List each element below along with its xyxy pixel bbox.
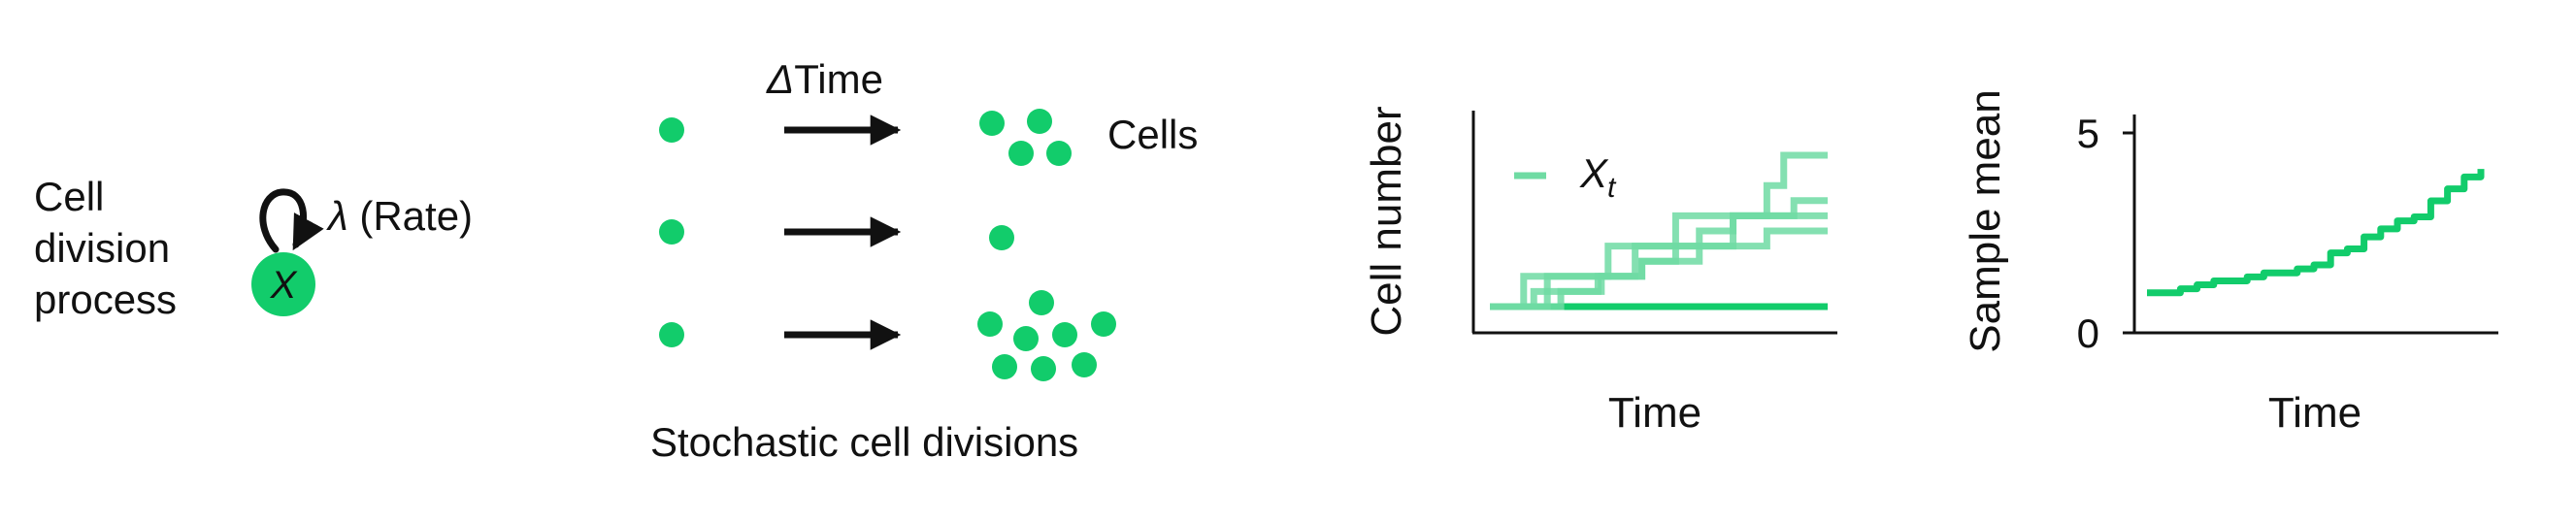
chart1-legend-label: Xt [1579,150,1617,204]
end-cell-row-2-1 [989,225,1014,250]
chart2-y-tick-label-5: 5 [2077,111,2099,156]
cells-label: Cells [1107,112,1198,157]
end-cell-row-3-7 [1031,356,1056,381]
process-node [251,252,315,316]
chart1-legend-subscript: t [1607,172,1617,204]
sample-mean-chart: 5 0 Sample mean Time [1962,89,2498,437]
end-cell-row-1-4 [1046,141,1072,166]
end-cell-row-3-4 [1013,326,1039,351]
chart2-x-label: Time [2268,389,2361,437]
rate-label: λ (Rate) [326,193,473,239]
delta-time-label: ΔTime [766,56,883,102]
process-label-line-1: Cell [34,174,104,219]
end-cell-row-1-2 [1027,109,1052,134]
end-cell-row-3-1 [1029,290,1054,315]
delta-symbol: Δ [766,56,794,102]
end-cell-row-1-1 [979,111,1005,136]
rate-symbol: λ [326,193,348,239]
chart1-y-label: Cell number [1363,106,1410,336]
chart1-series-4 [1490,197,1828,311]
cell-number-chart: Cell number Time Xt [1363,106,1837,437]
chart1-series-2 [1490,151,1828,311]
end-cell-row-3-2 [977,311,1003,337]
chart1-plot-area [1490,151,1828,311]
chart2-series-mean [2147,169,2485,297]
end-cell-row-3-8 [1072,352,1097,377]
chart2-y-label: Sample mean [1962,89,2009,352]
start-cell-row-3 [659,322,684,347]
divisions-caption: Stochastic cell divisions [650,419,1078,465]
self-loop-arrow-icon [259,188,324,253]
process-label-line-2: division [34,225,170,271]
chart2-y-tick-label-0: 0 [2077,311,2099,356]
chart1-x-label: Time [1608,389,1701,437]
end-cell-row-3-5 [1052,322,1077,347]
rate-text: (Rate) [359,193,473,239]
delta-time-text: Time [794,56,883,102]
process-label-line-3: process [34,277,177,322]
end-cell-row-3-6 [992,354,1017,379]
start-cell-row-2 [659,219,684,245]
chart1-series-5 [1490,227,1828,311]
end-cell-row-3-3 [1091,311,1116,337]
process-node-label: X [270,264,298,307]
start-cell-row-1 [659,117,684,143]
divisions-panel: ΔTime Cells Stochastic cell divisions [650,56,1198,465]
chart2-plot-area [2147,169,2485,297]
end-cell-row-1-3 [1008,141,1034,166]
chart1-legend-symbol: X [1579,150,1609,196]
process-panel: Cell division process X λ (Rate) [34,174,473,322]
